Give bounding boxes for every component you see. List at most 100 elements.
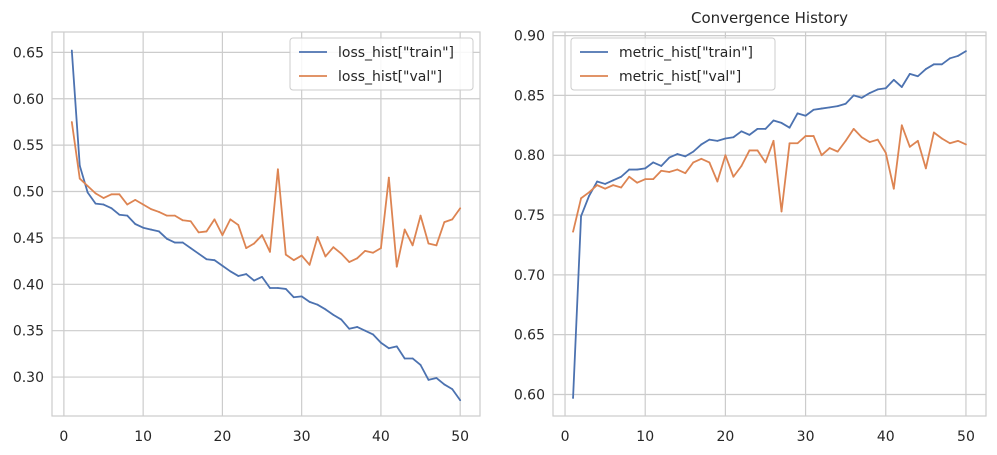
data-point [892, 78, 895, 81]
data-point [580, 215, 582, 218]
data-point [780, 210, 783, 213]
data-point [387, 176, 390, 179]
data-point [221, 264, 224, 267]
y-tick-label: 0.60 [13, 92, 44, 108]
data-point [748, 133, 751, 136]
y-tick-label: 0.35 [13, 324, 44, 340]
data-point [804, 114, 807, 117]
data-point [836, 150, 839, 153]
data-point [70, 49, 73, 52]
y-tick-label: 0.65 [13, 45, 44, 61]
x-tick-label: 50 [957, 429, 975, 445]
data-point [812, 108, 815, 111]
data-point [126, 203, 129, 206]
series-line [572, 50, 967, 399]
y-tick-label: 0.70 [514, 268, 545, 284]
data-point [213, 259, 216, 262]
data-point [237, 275, 240, 277]
data-point [852, 94, 855, 97]
data-point [237, 224, 240, 226]
data-point [804, 135, 807, 137]
data-point [189, 247, 192, 250]
data-point [134, 223, 137, 225]
data-point [949, 142, 951, 145]
x-tick-label: 50 [451, 429, 469, 445]
data-point [427, 242, 430, 245]
data-point [356, 257, 359, 260]
data-point [660, 169, 663, 172]
y-tick-label: 0.50 [13, 185, 44, 201]
data-point [772, 139, 775, 142]
data-point [459, 399, 462, 402]
data-point [276, 168, 279, 171]
data-point [620, 175, 623, 178]
data-point [197, 252, 200, 255]
y-tick-label: 0.55 [13, 138, 44, 154]
data-point [916, 75, 919, 78]
data-point [756, 149, 759, 152]
data-point [820, 154, 823, 157]
data-point [812, 135, 815, 137]
data-point [572, 230, 574, 233]
data-point [451, 388, 454, 391]
data-point [403, 357, 406, 360]
data-point [924, 68, 927, 70]
data-point [316, 303, 319, 306]
data-point [965, 143, 967, 146]
data-point [364, 329, 366, 332]
data-point [860, 96, 863, 99]
data-point [372, 333, 374, 336]
data-point [884, 151, 887, 154]
plot-frame [51, 31, 481, 417]
data-point [292, 259, 295, 262]
data-point [150, 208, 152, 211]
data-point [269, 250, 271, 253]
data-point [102, 203, 105, 206]
data-point [118, 213, 121, 216]
data-point [308, 263, 311, 266]
data-point [732, 136, 735, 139]
data-point [908, 72, 911, 75]
data-point [949, 57, 951, 60]
series-line [70, 121, 461, 268]
data-point [700, 157, 703, 160]
data-point [387, 347, 390, 350]
data-point [868, 141, 871, 143]
data-point [435, 377, 438, 379]
legend-label: metric_hist["train"] [619, 45, 753, 61]
data-point [716, 139, 719, 142]
data-point [284, 253, 287, 256]
data-point [316, 236, 319, 238]
data-point [94, 192, 97, 195]
data-point [102, 197, 105, 199]
x-tick-label: 10 [134, 429, 152, 445]
data-point [708, 138, 711, 141]
data-point [451, 218, 454, 221]
data-point [348, 327, 351, 330]
y-tick-label: 0.45 [13, 231, 44, 247]
data-point [221, 234, 224, 237]
data-point [684, 155, 687, 158]
data-point [158, 230, 160, 233]
data-point [150, 228, 152, 231]
x-tick-label: 40 [877, 429, 895, 445]
data-point [852, 127, 855, 130]
data-point [284, 288, 287, 290]
data-point [740, 165, 743, 167]
data-point [788, 142, 791, 145]
data-point [588, 194, 590, 197]
data-point [395, 345, 398, 348]
data-point [772, 119, 775, 122]
data-point [756, 127, 759, 130]
data-point [668, 171, 671, 173]
data-point [892, 187, 895, 190]
data-point [868, 92, 871, 94]
data-point [443, 383, 446, 386]
data-point [253, 279, 256, 282]
y-tick-label: 0.90 [514, 29, 545, 45]
data-point [110, 207, 113, 210]
data-point [796, 112, 799, 115]
data-point [340, 252, 343, 255]
data-point [380, 341, 382, 344]
x-tick-label: 10 [636, 429, 654, 445]
